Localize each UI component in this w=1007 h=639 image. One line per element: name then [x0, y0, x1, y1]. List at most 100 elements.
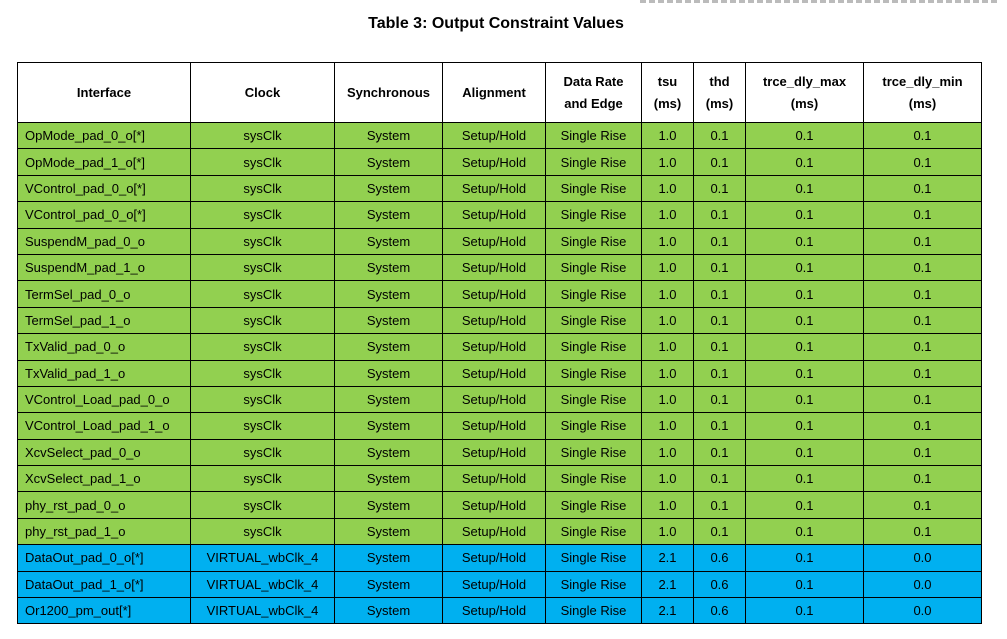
table-cell: sysClk — [190, 306, 335, 335]
table-cell: 0.1 — [745, 333, 864, 361]
table-cell: System — [334, 491, 443, 519]
cropped-text-edge — [640, 0, 1000, 3]
table-row: SuspendM_pad_1_o sysClk System Setup/Hold Si… — [17, 253, 982, 282]
table-cell: phy_rst_pad_0_o — [17, 491, 191, 519]
column-header: Data Rate and Edge — [545, 62, 642, 123]
table-row: TxValid_pad_0_o sysClk System Setup/Hold Sin… — [17, 333, 982, 361]
table-cell: Single Rise — [545, 412, 642, 440]
table-cell: sysClk — [190, 121, 335, 150]
table-cell: 1.0 — [641, 174, 694, 203]
table-cell: 0.1 — [863, 491, 982, 519]
table-cell: 0.1 — [863, 385, 982, 414]
table-cell: System — [334, 174, 443, 203]
table-cell: 0.1 — [863, 465, 982, 493]
table-title: Table 3: Output Constraint Values — [368, 15, 624, 32]
table-cell: 0.0 — [863, 570, 982, 599]
table-cell: sysClk — [190, 148, 335, 176]
table-cell: 1.0 — [641, 227, 694, 255]
table-cell: XcvSelect_pad_1_o — [17, 465, 191, 493]
table-cell: 1.0 — [641, 148, 694, 176]
table-cell: Single Rise — [545, 201, 642, 229]
table-cell: VControl_Load_pad_0_o — [17, 385, 191, 414]
table-cell: Single Rise — [545, 597, 642, 625]
table-row: TxValid_pad_1_o sysClk System Setup/Hold Sin… — [17, 359, 982, 387]
table-cell: 0.1 — [693, 148, 746, 176]
table-cell: 0.1 — [863, 359, 982, 387]
table-cell: Or1200_pm_out[*] — [17, 597, 191, 625]
table-cell: 0.1 — [745, 121, 864, 150]
column-header-text: (ms) — [705, 95, 734, 111]
table-cell: System — [334, 544, 443, 572]
table-cell: 1.0 — [641, 306, 694, 335]
column-header-text: Clock — [244, 84, 281, 100]
table-cell: 0.1 — [863, 121, 982, 150]
table-header-row: Interface Clock Synchronous Alignment Data R… — [17, 62, 982, 123]
table-cell: 0.1 — [745, 517, 864, 546]
table-cell: 1.0 — [641, 491, 694, 519]
table-cell: TermSel_pad_0_o — [17, 280, 191, 308]
table-cell: Setup/Hold — [442, 544, 546, 572]
table-row: XcvSelect_pad_1_o sysClk System Setup/Hold S… — [17, 465, 982, 493]
table-cell: System — [334, 597, 443, 625]
table-cell: 1.0 — [641, 385, 694, 414]
table-cell: 0.1 — [693, 306, 746, 335]
column-header: Interface — [17, 62, 191, 123]
table-cell: Single Rise — [545, 544, 642, 572]
table-cell: 2.1 — [641, 597, 694, 625]
table-cell: Single Rise — [545, 333, 642, 361]
table-cell: 0.1 — [863, 517, 982, 546]
table-cell: Setup/Hold — [442, 253, 546, 282]
column-header: Synchronous — [334, 62, 443, 123]
table-cell: Setup/Hold — [442, 597, 546, 625]
table-cell: 0.1 — [863, 174, 982, 203]
table-cell: Single Rise — [545, 359, 642, 387]
table-cell: Single Rise — [545, 465, 642, 493]
table-cell: Setup/Hold — [442, 280, 546, 308]
table-cell: 1.0 — [641, 121, 694, 150]
table-cell: Setup/Hold — [442, 227, 546, 255]
table-cell: 1.0 — [641, 359, 694, 387]
table-cell: Setup/Hold — [442, 359, 546, 387]
table-cell: SuspendM_pad_0_o — [17, 227, 191, 255]
table-cell: Setup/Hold — [442, 412, 546, 440]
table-cell: sysClk — [190, 333, 335, 361]
table-cell: sysClk — [190, 491, 335, 519]
table-cell: VIRTUAL_wbClk_4 — [190, 544, 335, 572]
table-row: TermSel_pad_0_o sysClk System Setup/Hold Sin… — [17, 280, 982, 308]
table-cell: VIRTUAL_wbClk_4 — [190, 597, 335, 625]
table-cell: 0.1 — [745, 359, 864, 387]
table-cell: 0.1 — [693, 280, 746, 308]
table-cell: Setup/Hold — [442, 465, 546, 493]
table-cell: 0.1 — [863, 306, 982, 335]
table-cell: System — [334, 517, 443, 546]
table-cell: 0.1 — [693, 438, 746, 467]
table-cell: Single Rise — [545, 280, 642, 308]
table-cell: 0.1 — [693, 412, 746, 440]
output-constraint-table: Interface Clock Synchronous Alignment Data R… — [17, 62, 982, 625]
table-cell: System — [334, 306, 443, 335]
table-cell: sysClk — [190, 201, 335, 229]
table-row: VControl_pad_0_o[*] sysClk System Setup/Hol… — [17, 174, 982, 203]
table-cell: Setup/Hold — [442, 148, 546, 176]
table-cell: 0.1 — [745, 465, 864, 493]
table-row: TermSel_pad_1_o sysClk System Setup/Hold Sin… — [17, 306, 982, 335]
table-cell: 0.1 — [863, 333, 982, 361]
table-cell: 0.1 — [693, 465, 746, 493]
table-row: VControl_Load_pad_0_o sysClk System Setup/H… — [17, 385, 982, 414]
table-cell: sysClk — [190, 359, 335, 387]
column-header-text: trce_dly_max — [762, 73, 847, 89]
table-cell: 0.1 — [745, 597, 864, 625]
table-cell: 2.1 — [641, 570, 694, 599]
table-cell: 1.0 — [641, 412, 694, 440]
column-header: tsu (ms) — [641, 62, 694, 123]
table-row: Or1200_pm_out[*] VIRTUAL_wbClk_4 System Set… — [17, 597, 982, 625]
table-cell: System — [334, 201, 443, 229]
table-cell: Setup/Hold — [442, 121, 546, 150]
column-header-text: thd — [709, 73, 730, 89]
table-cell: sysClk — [190, 174, 335, 203]
table-row: OpMode_pad_0_o[*] sysClk System Setup/Hold S… — [17, 121, 982, 150]
table-cell: Setup/Hold — [442, 174, 546, 203]
table-cell: sysClk — [190, 465, 335, 493]
table-cell: 0.1 — [693, 201, 746, 229]
table-cell: 0.1 — [745, 412, 864, 440]
